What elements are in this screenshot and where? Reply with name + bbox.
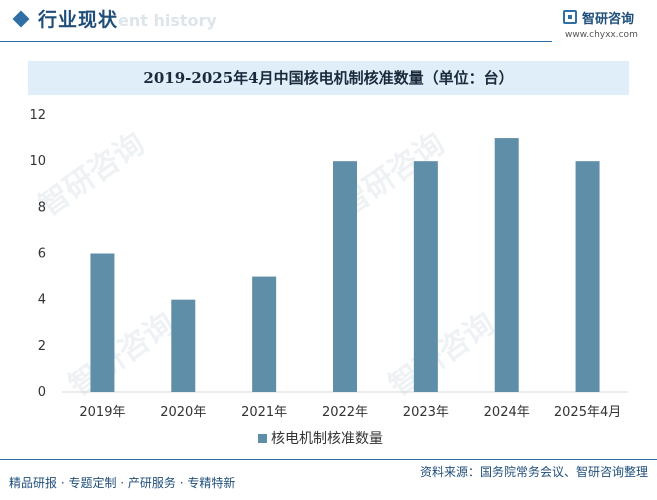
x-tick-label: 2023年 <box>403 405 449 420</box>
legend-swatch <box>258 434 267 443</box>
y-tick-label: 8 <box>38 200 46 215</box>
x-tick-label: 2025年4月 <box>554 405 621 420</box>
chart-title: 2019-2025年4月中国核电机制核准数量（单位：台） <box>143 69 514 87</box>
bar <box>252 276 277 392</box>
bar <box>333 161 357 392</box>
footer-tagline: 精品研报 · 专题定制 · 产研服务 · 专精特新 <box>9 476 236 490</box>
y-tick-label: 6 <box>38 247 46 262</box>
header-title: 行业现状 <box>38 9 119 31</box>
y-tick-label: 10 <box>29 154 46 169</box>
legend-label: 核电机制核准数量 <box>271 431 383 447</box>
bar <box>171 299 196 392</box>
bar <box>90 253 115 392</box>
footer-divider <box>0 459 657 460</box>
logo-url: www.chyxx.com <box>565 30 638 40</box>
bar <box>413 161 438 392</box>
bar <box>575 161 600 392</box>
y-tick-label: 12 <box>29 108 46 123</box>
bar <box>494 138 519 392</box>
y-tick-label: 2 <box>38 339 46 354</box>
logo-name: 智研咨询 <box>582 12 635 27</box>
header-divider <box>0 41 552 42</box>
y-tick-label: 4 <box>38 293 46 308</box>
logo-icon <box>563 10 577 24</box>
y-tick-label: 0 <box>38 385 46 400</box>
x-tick-label: 2022年 <box>322 405 368 420</box>
page-header: 行业现状 ent history 智研咨询 www.chyxx.com <box>0 0 657 42</box>
footer-source: 资料来源：国务院常务会议、智研咨询整理 <box>419 465 648 479</box>
x-tick-label: 2024年 <box>484 405 530 420</box>
x-tick-label: 2020年 <box>160 405 206 420</box>
x-tick-label: 2021年 <box>241 405 287 420</box>
x-tick-label: 2019年 <box>79 405 125 420</box>
header-ghost-text: ent history <box>118 11 217 30</box>
bar-chart: 0 2 4 6 8 10 12 2019年 2020年 2021年 2022年 2023年 2024年 2… <box>29 108 628 447</box>
chart-title-band: 2019-2025年4月中国核电机制核准数量（单位：台） <box>28 61 629 95</box>
